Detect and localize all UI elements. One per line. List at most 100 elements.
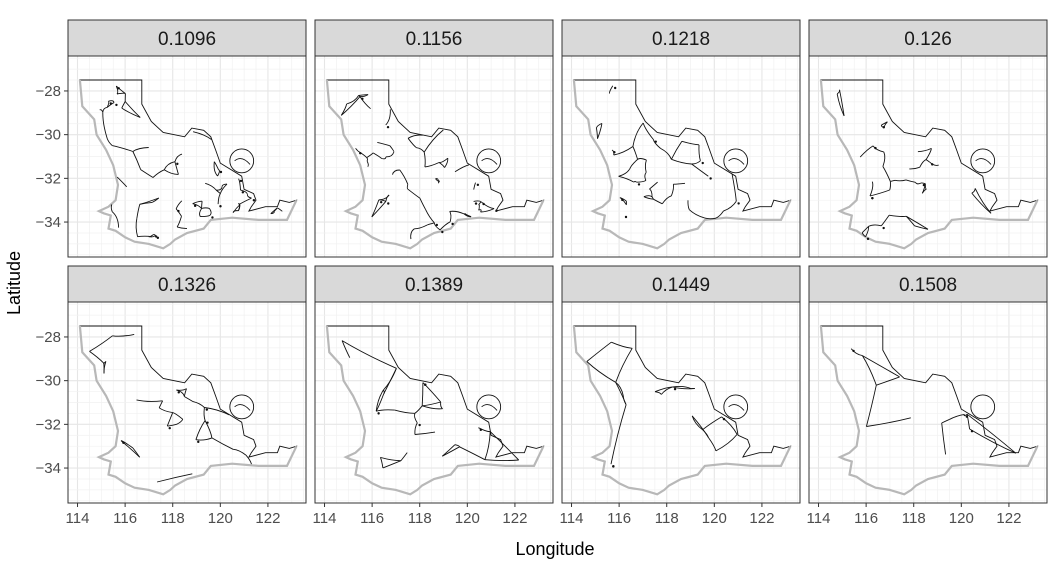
facet-strip-label: 0.1389: [405, 275, 463, 296]
district-boundary: [480, 201, 495, 210]
x-tick-label: 120: [455, 510, 480, 527]
x-tick-label: 114: [560, 510, 584, 527]
plot-area: [809, 56, 1047, 257]
small-region-dot: [479, 428, 483, 432]
district-boundary: [172, 412, 184, 420]
district-boundary: [174, 153, 183, 162]
district-boundary: [478, 201, 482, 206]
district-boundary: [629, 159, 638, 170]
facet-strip-label: 0.1156: [406, 29, 463, 50]
district-boundary: [473, 200, 482, 203]
district-boundary: [414, 224, 428, 230]
small-region-dot: [882, 226, 885, 230]
district-boundary: [489, 431, 520, 461]
ring-inner-boundary: [234, 158, 251, 165]
district-boundary: [618, 169, 630, 177]
coastline: [572, 325, 792, 496]
district-boundary: [872, 145, 884, 153]
district-boundary: [661, 195, 672, 205]
x-tick-label: 118: [408, 510, 432, 527]
panel-border: [67, 301, 307, 504]
district-boundary: [366, 152, 374, 158]
district-boundary: [175, 200, 183, 210]
district-boundary: [273, 207, 278, 212]
boundary-network: [586, 341, 738, 468]
district-boundary: [176, 419, 184, 425]
district-boundary: [215, 189, 221, 194]
district-boundary: [136, 204, 141, 219]
y-axis-title: Latitude: [4, 251, 24, 315]
small-region-dot: [451, 222, 454, 226]
ring-inner-boundary: [728, 158, 745, 165]
district-boundary: [660, 386, 673, 395]
small-region-dot: [673, 387, 677, 391]
facet-panel: 0.126: [808, 19, 1048, 258]
district-boundary: [715, 210, 724, 219]
district-boundary: [240, 189, 248, 195]
x-tick-label: 120: [702, 510, 727, 527]
district-boundary: [112, 333, 135, 337]
facet-panel: 0.1218: [561, 19, 801, 258]
district-boundary: [698, 144, 701, 161]
x-tick-label: 118: [902, 510, 926, 527]
plot-area: [562, 56, 800, 257]
facet-strip-label: 0.1326: [158, 275, 216, 296]
small-region-dot: [441, 230, 444, 234]
panel-border: [314, 55, 554, 258]
plot-area: [315, 56, 553, 257]
plot-area: [315, 302, 553, 503]
district-boundary: [174, 161, 179, 175]
district-boundary: [184, 396, 194, 402]
district-boundary: [610, 404, 627, 465]
district-boundary: [195, 420, 206, 440]
coastline: [325, 79, 545, 250]
district-boundary: [595, 127, 598, 139]
facet-panel: 0.1096: [67, 19, 307, 258]
district-boundary: [439, 221, 451, 231]
small-region-dot: [211, 216, 214, 219]
district-boundary: [192, 203, 202, 209]
district-boundary: [480, 208, 495, 213]
ring-region: [723, 148, 749, 174]
small-region-dot: [177, 391, 180, 394]
district-boundary: [473, 182, 476, 190]
district-boundary: [861, 232, 866, 238]
district-boundary: [672, 386, 692, 390]
small-region-dot: [722, 417, 726, 421]
district-boundary: [691, 160, 701, 165]
district-boundary: [192, 401, 205, 408]
district-boundary: [673, 182, 686, 185]
district-boundary: [463, 213, 467, 215]
district-boundary: [454, 444, 460, 447]
small-region-dot: [882, 126, 885, 129]
coastline: [325, 325, 545, 496]
y-tick-label: −30: [36, 373, 61, 390]
facet-strip-label: 0.1508: [899, 275, 957, 296]
y-tick-label: −28: [36, 329, 61, 346]
plot-area: [68, 302, 306, 503]
facet-strip: [561, 19, 801, 57]
district-boundary: [176, 226, 188, 230]
district-boundary: [586, 341, 612, 362]
x-tick-label: 122: [996, 510, 1021, 527]
district-boundary: [385, 109, 391, 126]
district-boundary: [414, 431, 436, 435]
district-boundary: [379, 457, 384, 468]
district-boundary: [423, 129, 444, 153]
facet-strip-label: 0.1218: [652, 29, 710, 50]
district-boundary: [341, 96, 361, 116]
district-boundary: [449, 211, 452, 222]
district-boundary: [156, 473, 193, 483]
panel-border: [314, 301, 554, 504]
district-boundary: [89, 335, 113, 352]
district-boundary: [971, 192, 992, 214]
small-region-dot: [219, 170, 223, 174]
panel-border: [67, 55, 307, 258]
district-boundary: [416, 147, 425, 153]
district-boundary: [152, 169, 165, 178]
district-boundary: [204, 407, 230, 416]
plot-area: [809, 302, 1047, 503]
district-boundary: [139, 201, 153, 205]
small-region-dot: [482, 202, 485, 206]
small-region-dot: [621, 198, 624, 202]
